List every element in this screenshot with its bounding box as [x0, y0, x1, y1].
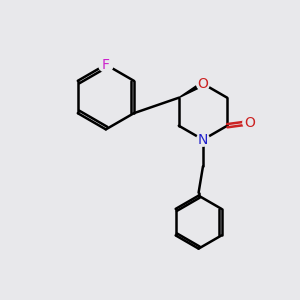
Circle shape [243, 116, 256, 129]
Text: O: O [198, 77, 208, 91]
Circle shape [196, 133, 209, 146]
Circle shape [196, 77, 209, 90]
Text: N: N [198, 133, 208, 147]
Text: F: F [102, 58, 110, 72]
Text: O: O [244, 116, 255, 130]
Circle shape [98, 57, 113, 72]
Polygon shape [179, 82, 204, 98]
